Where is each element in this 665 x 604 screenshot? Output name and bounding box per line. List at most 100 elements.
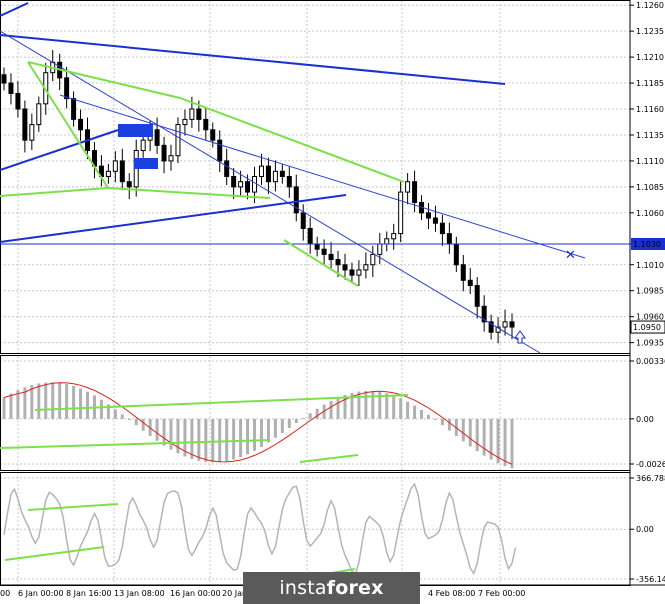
price-label-box — [630, 320, 665, 334]
candle-body — [432, 217, 438, 224]
divergence-line — [34, 394, 409, 411]
candle-body — [168, 155, 174, 162]
x-tick-label: 7 Feb 00:00 — [478, 589, 525, 598]
pattern-line — [27, 61, 109, 189]
x-tick-label: 8 Jan 16:00 — [66, 589, 112, 598]
price-axis: 1.1260 1.1235 1.1210 1.1185 1.1160 1.1135 1.11… — [630, 1, 665, 584]
candle-body — [314, 243, 320, 250]
x-tick-label: 4 Feb 08:00 — [428, 589, 475, 598]
candle-body — [231, 176, 237, 188]
candle-body — [112, 160, 118, 172]
candle-body — [412, 181, 418, 203]
candle-body — [105, 170, 111, 177]
candle-body — [272, 170, 278, 183]
candle-body — [210, 129, 216, 141]
up-arrow-icon — [514, 330, 526, 344]
y-tick-label: 1.1210 — [636, 53, 664, 62]
y-tick-label: 1.0935 — [636, 339, 664, 348]
candle-body — [425, 212, 431, 219]
candle-body — [203, 118, 209, 131]
y-tick-label: 1.1235 — [636, 27, 664, 36]
candle-body — [154, 129, 160, 146]
y-tick-label: 1.1135 — [636, 131, 664, 140]
x-tick-label: 00 — [0, 589, 10, 598]
candle-body — [78, 118, 84, 131]
demand-zone — [134, 158, 158, 169]
price-label-text: 1.1030 — [633, 240, 661, 249]
price-label-box — [631, 237, 665, 250]
watermark-text-b: forex — [326, 577, 384, 599]
divergence-line — [299, 454, 359, 463]
y-tick-label: 1.0960 — [636, 313, 664, 322]
cross-marker: ✕ — [565, 248, 576, 263]
candle-body — [140, 139, 146, 152]
price-label-level: 1.1030 — [631, 237, 665, 250]
candle-body — [307, 227, 313, 245]
watermark-text-a: insta — [279, 577, 327, 599]
candle-body — [453, 243, 459, 266]
y-tick-label: 1.1110 — [636, 157, 664, 166]
candle-body — [370, 253, 376, 266]
panel-frames — [0, 0, 665, 586]
candle-body — [1, 74, 7, 84]
pattern-line — [0, 187, 109, 197]
macd-tick-label: 0.00 — [636, 415, 654, 424]
y-tick-label: 1.1160 — [636, 105, 664, 114]
candle-body — [300, 212, 306, 229]
y-tick-label: 1.1060 — [636, 209, 664, 218]
x-tick-label: 13 Jan 08:00 — [114, 589, 165, 598]
candle-body — [265, 165, 271, 183]
candle-body — [460, 264, 466, 281]
candle-body — [279, 170, 285, 177]
macd-panel — [0, 382, 514, 469]
candle-body — [509, 321, 515, 328]
trend-line — [0, 30, 541, 354]
y-tick-label: 1.1260 — [636, 1, 664, 10]
cci-tick-label: -356.145 — [636, 575, 665, 584]
candle-body — [217, 139, 223, 162]
candle-body — [398, 191, 404, 235]
price-label-text: 1.0950 — [633, 323, 661, 332]
price-panel: ✕ — [0, 2, 630, 354]
supply-zone — [118, 124, 153, 137]
divergence-line — [4, 546, 105, 561]
candle-body — [245, 181, 251, 193]
y-tick-label: 1.1085 — [636, 183, 664, 192]
candle-body — [391, 233, 397, 240]
candle-body — [321, 248, 327, 255]
pattern-line — [179, 97, 405, 183]
candle-body — [446, 233, 452, 245]
trend-line — [0, 2, 29, 17]
y-tick-label: 1.1185 — [636, 79, 664, 88]
candle-body — [328, 253, 334, 261]
candle-body — [238, 181, 244, 188]
candle-body — [384, 238, 390, 245]
price-label-current: 1.0950 — [630, 320, 665, 334]
candle-body — [64, 77, 70, 100]
candle-body — [349, 269, 355, 276]
time-axis: 6 Jan 00:00 8 Jan 16:00 13 Jan 08:00 16 Jan… — [0, 589, 525, 598]
pattern-line — [27, 61, 181, 99]
candle-body — [467, 279, 473, 287]
divergence-line — [27, 503, 119, 511]
y-tick-label: 1.1010 — [636, 261, 664, 270]
candle-body — [363, 264, 369, 271]
candle-body — [36, 103, 42, 126]
candle-body — [189, 108, 195, 120]
cci-tick-label: 366.788 — [636, 474, 665, 483]
trend-line — [0, 194, 347, 243]
panel-frame — [0, 472, 631, 586]
macd-tick-label: -0.00262 — [636, 460, 665, 469]
divergence-line — [0, 439, 271, 449]
macd-signal-line — [3, 382, 513, 465]
candle-body — [175, 124, 181, 157]
candle-body — [196, 108, 202, 120]
candle-body — [119, 160, 125, 183]
candle-body — [22, 108, 28, 141]
candle-body — [439, 222, 445, 235]
trend-line — [0, 129, 119, 171]
candle-body — [502, 321, 508, 328]
x-tick-label: 20 Jan — [222, 589, 247, 598]
candle-body — [488, 321, 494, 333]
